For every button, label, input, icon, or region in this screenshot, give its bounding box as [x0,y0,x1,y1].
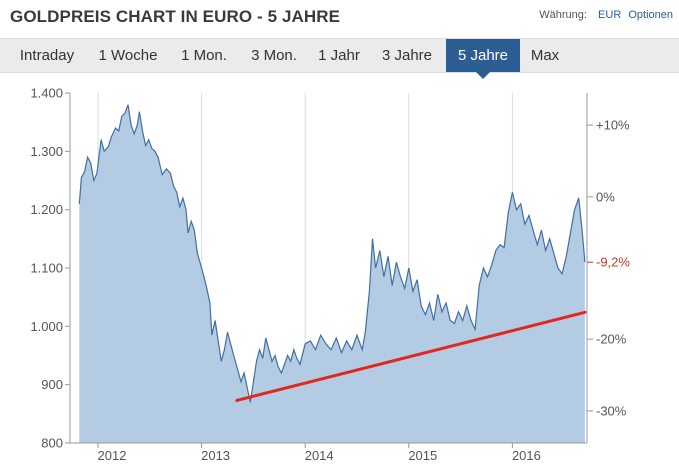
header-controls: Währung: EUR Optionen [539,9,673,21]
x-axis-labels: 2012 2013 2014 2015 2016 [97,443,541,463]
trendline [235,310,587,402]
page-title: GOLDPREIS CHART IN EURO - 5 JAHRE [10,7,341,26]
x-tick-label: 2016 [512,448,541,463]
tab-max[interactable]: Max [530,47,560,64]
price-area [79,104,585,443]
perf-tick-label: -20% [596,332,627,347]
price-chart: 800 900 1.000 1.100 1.200 1.300 1.400 2012 2013… [30,86,630,464]
x-tick-label: 2013 [201,448,230,463]
tab-5-jahre[interactable]: 5 Jahre [446,39,520,79]
y-tick-label: 1.100 [30,261,63,276]
y-tick-label: 1.400 [30,86,63,101]
y-tick-label: 900 [41,377,63,392]
y-tick-label: 800 [41,436,63,451]
perf-tick-label: -30% [596,403,627,418]
y-axis-labels: 800 900 1.000 1.100 1.200 1.300 1.400 [30,86,70,451]
options-link[interactable]: Optionen [628,9,673,21]
tab-1-woche[interactable]: 1 Woche [98,47,158,64]
tab-1-mon[interactable]: 1 Mon. [181,47,227,64]
currency-selector[interactable]: EUR [598,9,622,21]
performance-axis-labels: +10% 0% -20% -30% -9,2% [587,118,630,418]
tab-intraday[interactable]: Intraday [19,47,75,64]
price-line [78,104,586,403]
y-tick-label: 1.000 [30,319,63,334]
x-tick-label: 2012 [98,448,127,463]
chart-header: GOLDPREIS CHART IN EURO - 5 JAHRE Währun… [0,0,679,36]
x-tick-label: 2014 [305,448,334,463]
perf-tick-label: +10% [596,118,630,133]
perf-tick-label: 0% [596,189,615,204]
timeframe-tabs: Intraday 1 Woche 1 Mon. 3 Mon. 1 Jahr 3 … [0,38,679,79]
tab-1-jahr[interactable]: 1 Jahr [318,47,360,64]
currency-label: Währung: [539,9,587,21]
tab-3-jahre[interactable]: 3 Jahre [381,47,433,64]
x-tick-label: 2015 [408,448,437,463]
y-tick-label: 1.300 [30,144,63,159]
y-tick-label: 1.200 [30,202,63,217]
current-performance-label: -9,2% [596,255,630,270]
tab-3-mon[interactable]: 3 Mon. [251,47,297,64]
